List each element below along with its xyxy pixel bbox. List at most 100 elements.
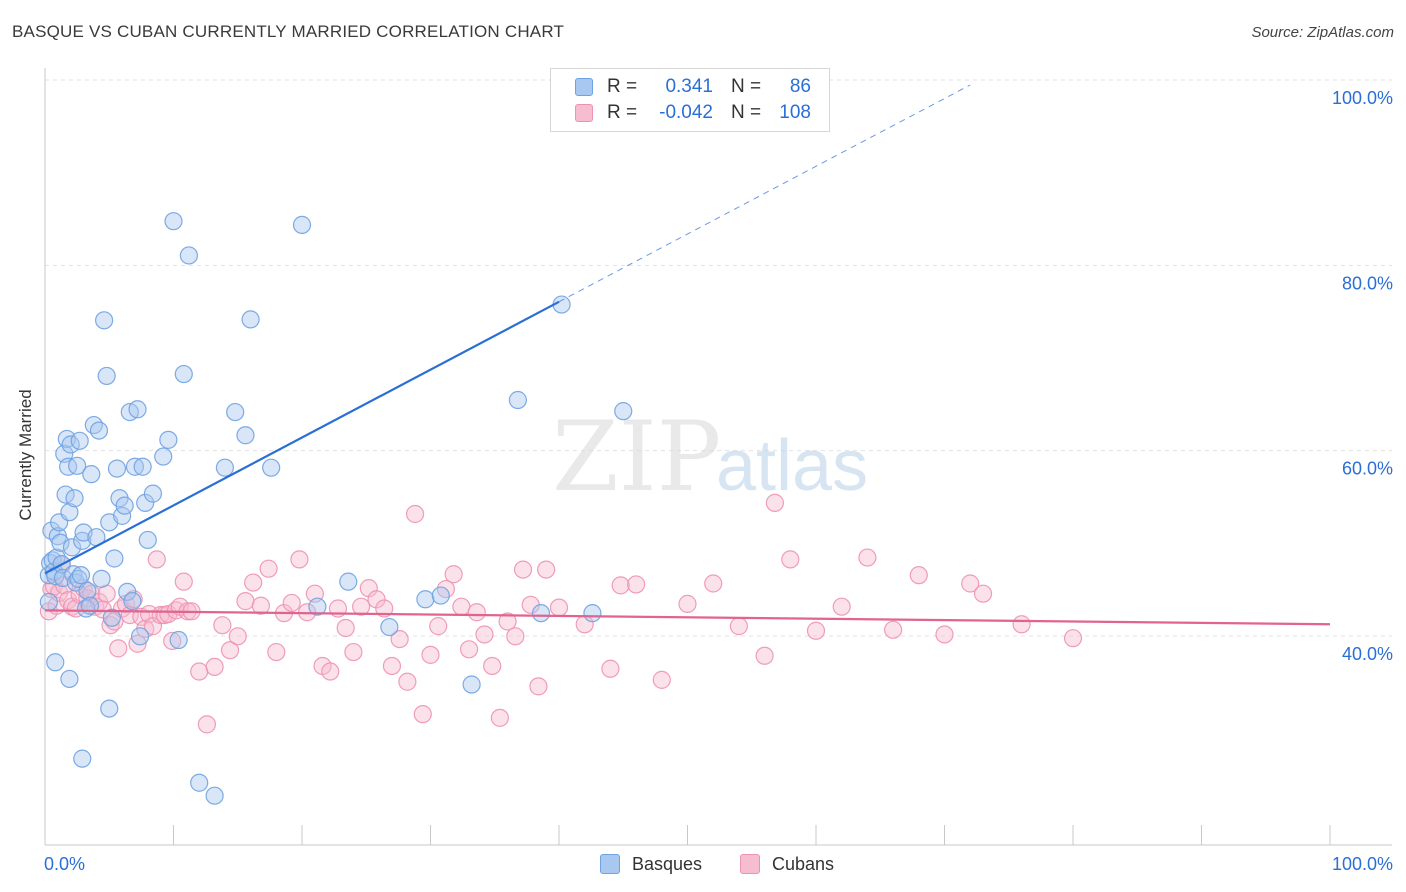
basque-point	[78, 581, 97, 601]
basque-point	[262, 458, 281, 477]
cuban-point	[367, 590, 386, 609]
cuban-point	[883, 620, 903, 639]
legend-row-basques: R = 0.341 N = 86	[575, 75, 811, 99]
cuban-point	[421, 645, 440, 664]
cuban-point	[290, 550, 309, 569]
basque-point	[71, 566, 91, 585]
basque-point	[136, 493, 155, 512]
basque-point	[339, 572, 358, 591]
stats-legend: R = 0.341 N = 86 R = -0.042 N = 108	[550, 68, 830, 132]
cuban-point	[611, 576, 630, 595]
basques-points	[39, 100, 677, 805]
cuban-point	[483, 656, 502, 676]
cuban-point	[935, 625, 954, 644]
bottom-legend-cubans: Cubans	[740, 852, 834, 876]
basques-r-label: R =	[607, 76, 638, 97]
basque-point	[73, 749, 92, 768]
y-tick-label: 100.0%	[1332, 88, 1393, 108]
basque-point	[128, 400, 147, 419]
cuban-point	[506, 627, 525, 646]
chart-title: BASQUE VS CUBAN CURRENTLY MARRIED CORREL…	[12, 22, 565, 41]
cuban-point	[832, 597, 851, 616]
cuban-point	[398, 672, 417, 691]
axes	[44, 68, 1392, 846]
cuban-point	[228, 627, 247, 646]
cubans-r-label: R =	[607, 102, 638, 123]
cuban-point	[251, 596, 270, 615]
basque-point	[65, 489, 84, 508]
cubans-n-label: N =	[731, 102, 762, 123]
bottom-legend-basques: Basques	[600, 852, 702, 876]
tick-labels: 100.0% 80.0% 60.0% 40.0% 0.0% 100.0%	[44, 88, 1393, 874]
basque-point	[89, 421, 109, 440]
cuban-point	[601, 659, 620, 678]
cuban-point	[858, 548, 877, 567]
cuban-point	[652, 670, 671, 689]
cuban-point	[429, 617, 448, 636]
cuban-point	[467, 603, 486, 622]
cuban-point	[336, 618, 355, 638]
cubans-points	[39, 493, 1083, 734]
basque-point	[102, 608, 121, 627]
basque-point	[205, 786, 224, 805]
cubans-legend-label: Cubans	[772, 853, 835, 874]
cuban-point	[174, 572, 193, 591]
cuban-point	[197, 715, 217, 734]
basque-point	[380, 617, 399, 637]
basque-point	[115, 496, 134, 515]
basque-point	[292, 215, 312, 234]
cuban-point	[382, 656, 402, 676]
cuban-point	[66, 599, 85, 618]
cuban-point	[806, 621, 826, 640]
x-tick-label: 100.0%	[1332, 854, 1393, 874]
basque-point	[431, 586, 450, 605]
cuban-point	[352, 597, 371, 616]
cuban-point	[163, 631, 182, 651]
basque-point	[138, 530, 157, 550]
cuban-point	[459, 640, 479, 659]
cuban-point	[344, 642, 363, 662]
basques-legend-label: Basques	[632, 853, 703, 874]
basque-point	[133, 457, 152, 476]
cuban-point	[267, 642, 286, 662]
cuban-point	[704, 574, 723, 593]
basque-point	[39, 592, 58, 612]
cuban-point	[549, 598, 569, 617]
cubans-swatch	[575, 104, 593, 122]
basque-point	[226, 402, 245, 422]
y-tick-label: 80.0%	[1342, 273, 1393, 293]
basque-point	[92, 569, 111, 588]
basque-point	[95, 311, 114, 330]
basque-point	[107, 459, 127, 478]
cuban-point	[961, 574, 980, 593]
cuban-point	[475, 625, 494, 644]
cuban-point	[755, 646, 774, 665]
cuban-point	[909, 566, 928, 585]
cuban-point	[244, 573, 263, 592]
basque-point	[583, 604, 602, 623]
cuban-point	[413, 705, 432, 724]
cubans-n-value: 108	[779, 102, 811, 123]
basque-point	[215, 458, 234, 477]
basque-point	[416, 590, 435, 609]
cuban-point	[513, 560, 533, 579]
basque-point	[105, 549, 124, 568]
cuban-point	[405, 504, 425, 524]
cuban-point	[321, 662, 340, 681]
cuban-point	[213, 616, 232, 635]
basques-swatch	[575, 78, 593, 96]
basques-r-value: 0.341	[665, 76, 713, 97]
basque-point	[60, 669, 79, 689]
cuban-point	[678, 594, 697, 613]
cuban-point	[498, 612, 517, 631]
basque-point	[56, 485, 75, 504]
basque-point	[100, 699, 119, 718]
cuban-point	[444, 565, 463, 584]
cuban-point	[452, 597, 471, 616]
basques-n-label: N =	[731, 76, 762, 97]
cuban-point	[781, 550, 800, 569]
basque-point	[62, 538, 82, 557]
cuban-point	[259, 559, 278, 578]
watermark-zip: ZIP	[552, 401, 721, 513]
x-tick-label: 0.0%	[44, 854, 85, 874]
